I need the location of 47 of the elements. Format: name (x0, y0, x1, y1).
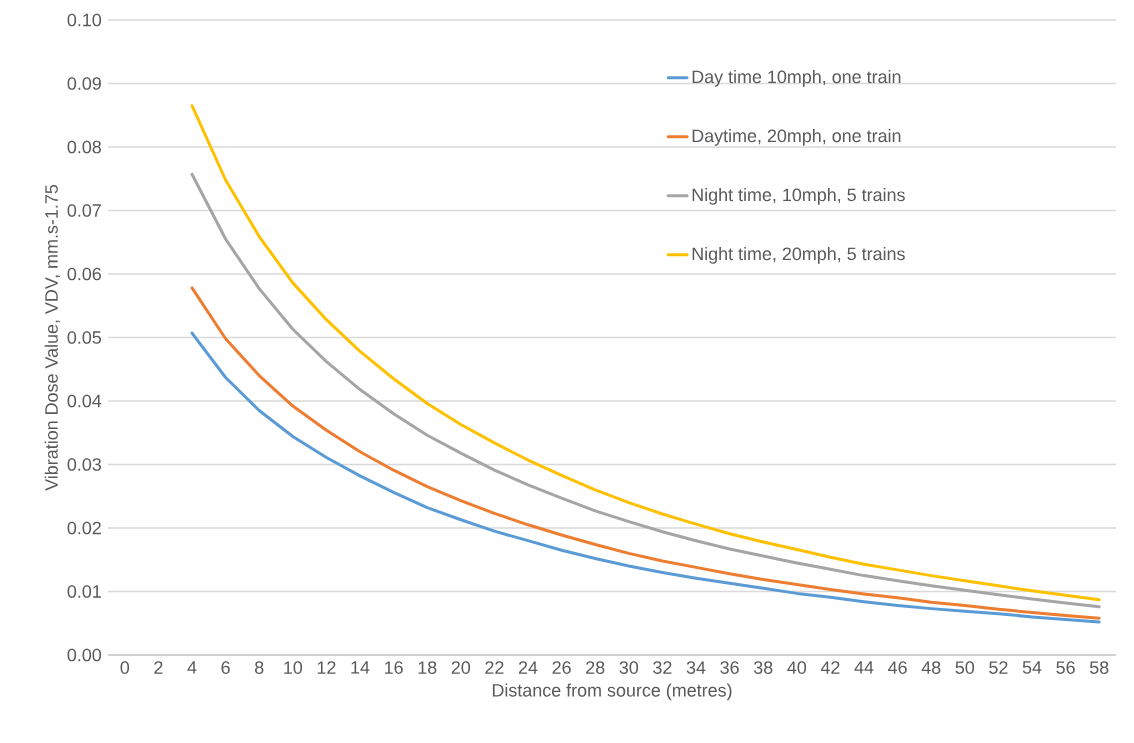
y-tick-label: 0.02 (67, 521, 101, 535)
x-tick-label: 36 (720, 661, 739, 674)
x-tick-label: 54 (1022, 661, 1042, 674)
y-tick-label: 0.00 (67, 648, 102, 662)
x-tick-label: 28 (586, 661, 605, 674)
y-axis-title: Vibration Dose Value, VDV, mm.s-1.75 (44, 184, 60, 491)
x-tick-label: 38 (753, 661, 773, 674)
y-tick-label: 0.05 (67, 331, 102, 344)
x-tick-label: 20 (451, 661, 471, 674)
y-tick-label: 0.01 (67, 585, 101, 598)
x-tick-label: 50 (955, 661, 975, 674)
x-tick-label: 8 (254, 661, 264, 674)
legend-label: Daytime, 20mph, one train (692, 129, 901, 146)
y-tick-label: 0.08 (67, 140, 101, 154)
x-tick-label: 42 (820, 661, 840, 674)
x-tick-label: 34 (686, 661, 706, 674)
x-tick-label: 56 (1056, 661, 1075, 674)
x-tick-label: 4 (187, 661, 197, 674)
y-tick-label: 0.07 (67, 204, 101, 217)
x-tick-label: 18 (418, 661, 437, 674)
x-tick-label: 58 (1089, 661, 1109, 674)
x-tick-label: 12 (317, 661, 336, 674)
y-tick-label: 0.09 (67, 77, 101, 90)
x-tick-label: 26 (552, 661, 571, 674)
legend-label: Day time 10mph, one train (692, 70, 901, 87)
x-tick-label: 24 (518, 661, 538, 674)
x-tick-label: 32 (653, 661, 672, 674)
legend-label: Night time, 20mph, 5 trains (692, 247, 905, 264)
x-tick-label: 40 (787, 661, 807, 674)
y-tick-label: 0.03 (67, 458, 101, 471)
x-tick-label: 46 (888, 661, 907, 674)
x-tick-label: 14 (351, 661, 370, 674)
x-tick-label: 0 (120, 661, 130, 674)
y-tick-label: 0.10 (67, 13, 102, 27)
x-tick-label: 2 (154, 661, 163, 674)
x-tick-label: 16 (385, 661, 403, 674)
legend-label: Night time, 10mph, 5 trains (692, 188, 905, 205)
x-tick-label: 30 (619, 661, 639, 674)
x-tick-label: 44 (854, 661, 874, 674)
x-axis-title: Distance from source (metres) (492, 683, 732, 701)
y-tick-label: 0.06 (67, 267, 101, 281)
x-tick-label: 6 (221, 661, 230, 674)
y-tick-label: 0.04 (67, 394, 102, 408)
x-tick-label: 22 (485, 661, 504, 674)
x-tick-label: 52 (989, 661, 1008, 674)
x-tick-label: 48 (921, 661, 941, 674)
x-tick-label: 10 (284, 661, 303, 674)
